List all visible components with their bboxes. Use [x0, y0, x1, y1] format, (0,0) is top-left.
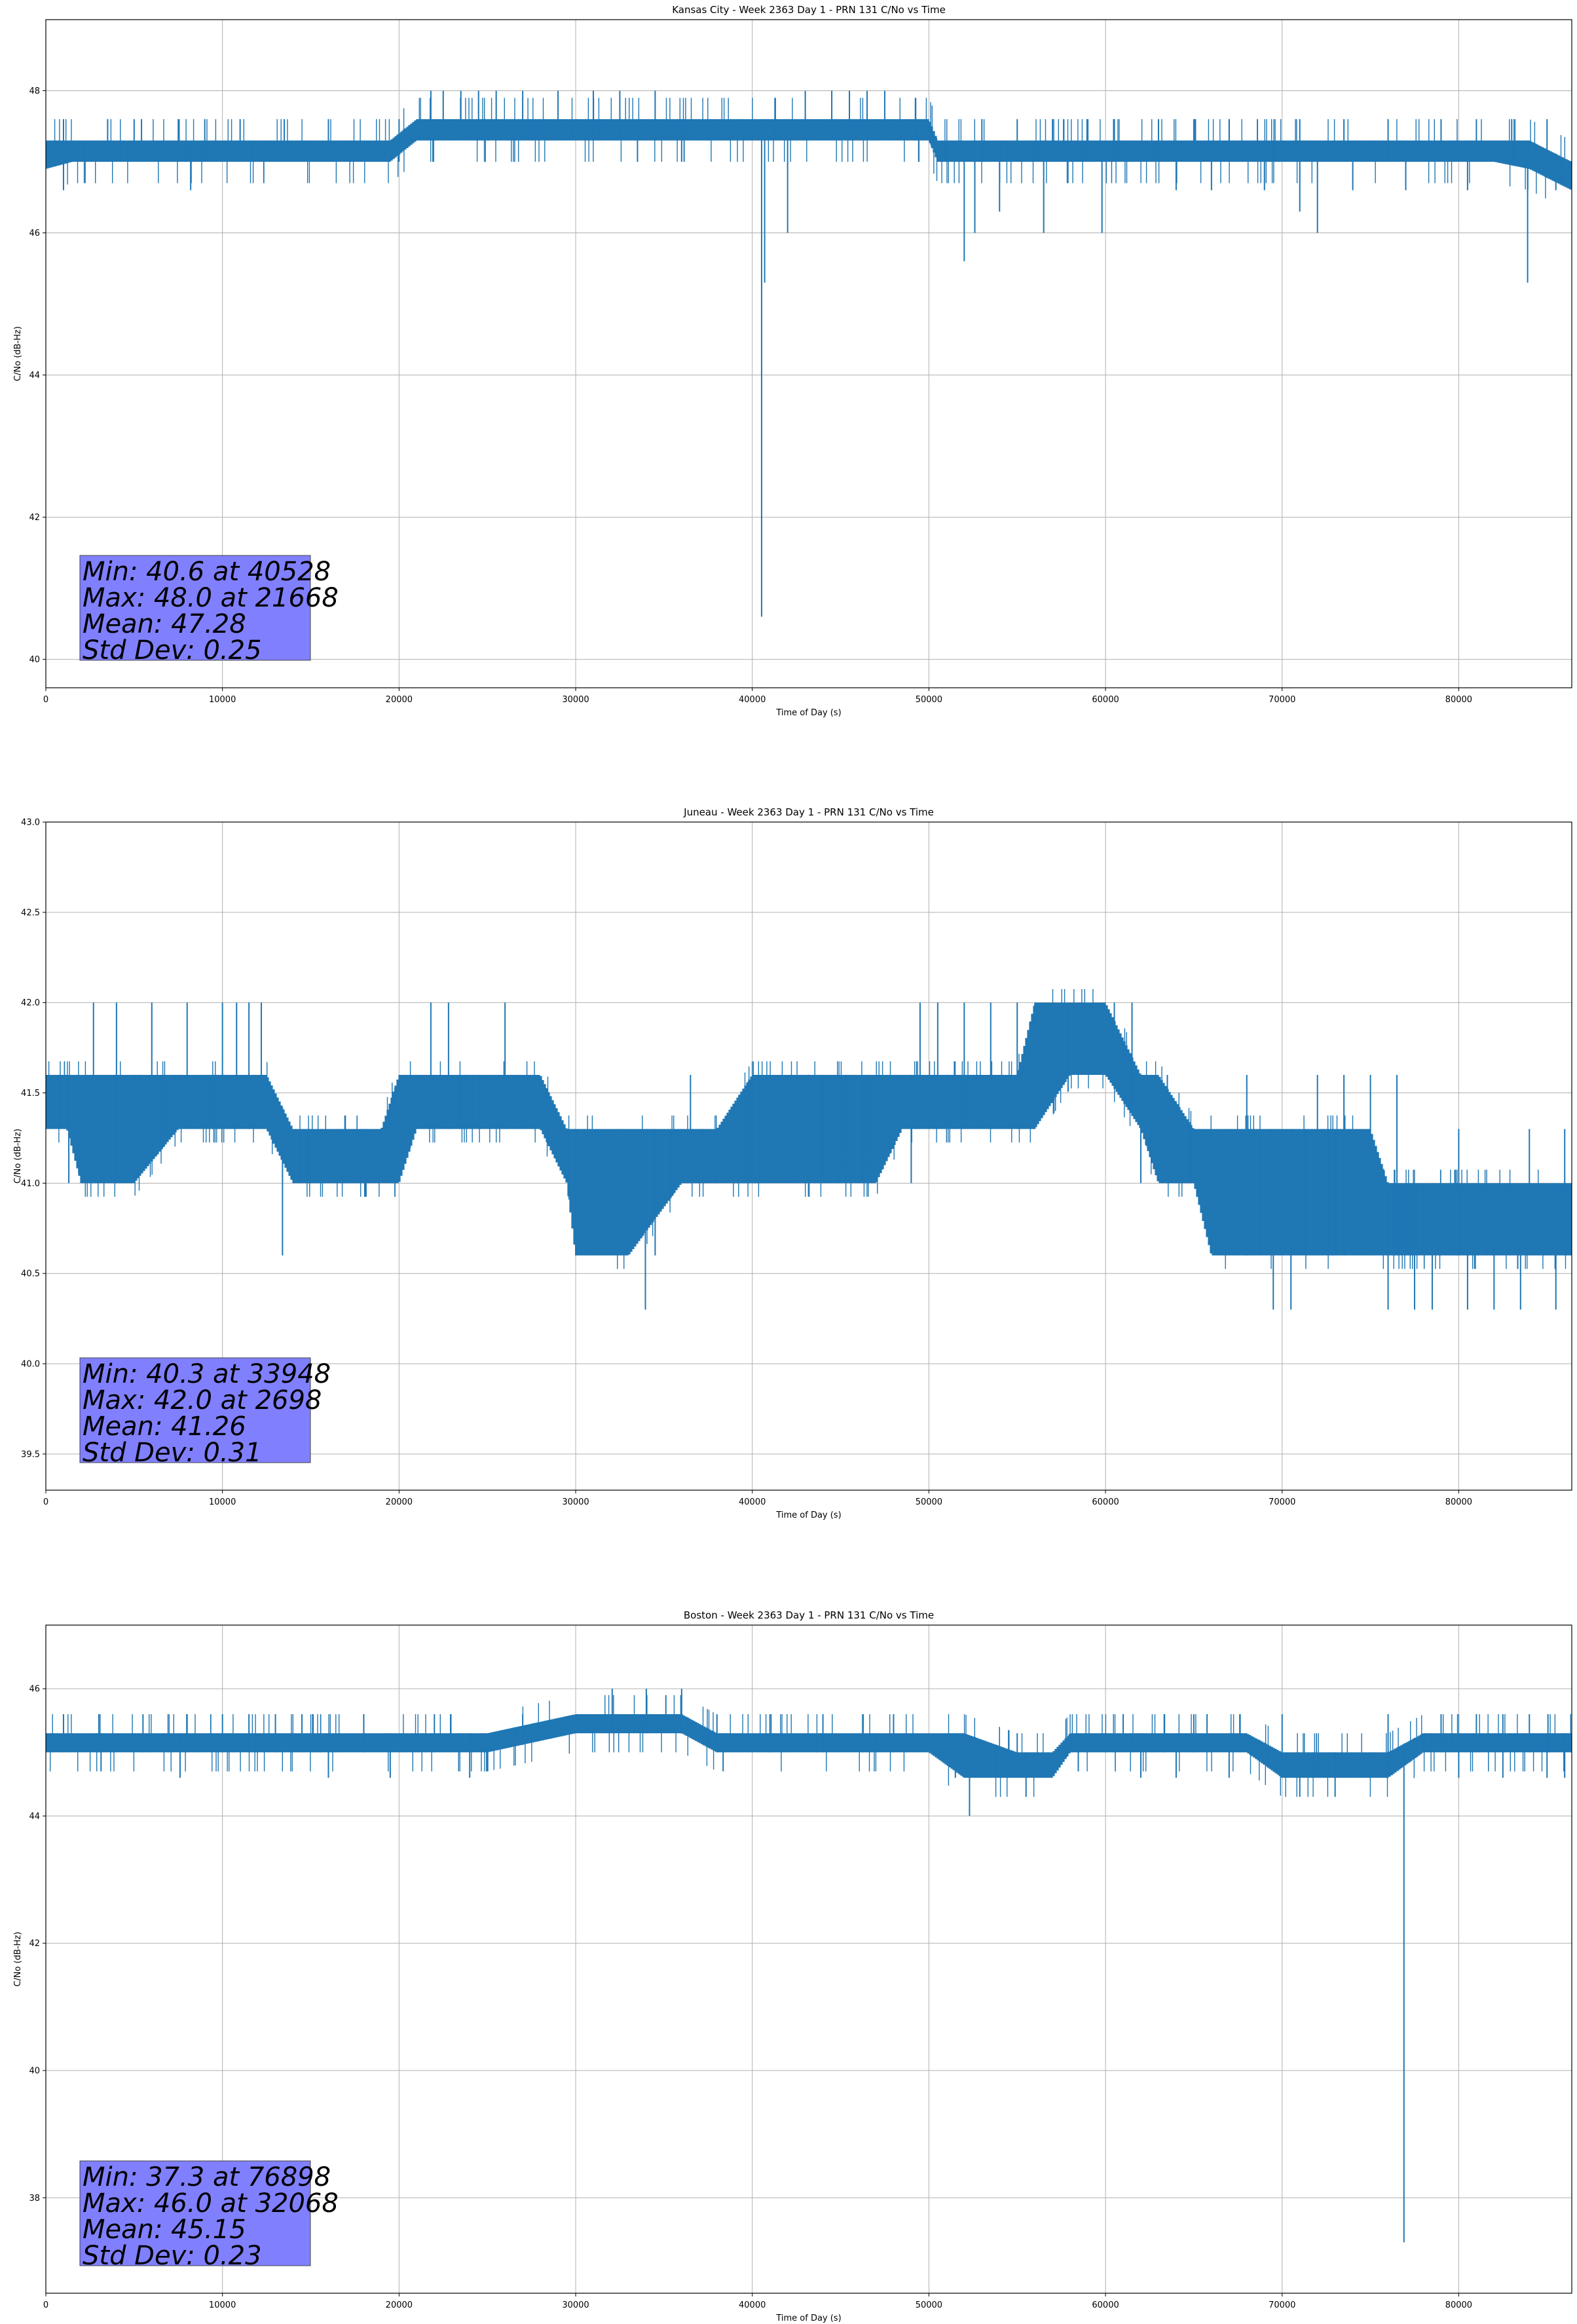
- axes-frame: [45, 821, 1572, 1491]
- y-axis-label: C/No (dB-Hz): [13, 1129, 23, 1184]
- stats-std: Std Dev: 0.31: [83, 1438, 262, 1468]
- x-tick-label: 40000: [739, 695, 766, 705]
- x-tick-label: 50000: [916, 695, 942, 705]
- axes-frame: [45, 1624, 1572, 2294]
- y-tick-label: 43.0: [21, 818, 40, 828]
- x-axis-label: Time of Day (s): [775, 708, 841, 718]
- data-series: [46, 1689, 1572, 2243]
- x-tick-label: 80000: [1445, 695, 1472, 705]
- stats-box: [79, 555, 311, 661]
- y-tick-label: 40.5: [21, 1269, 40, 1279]
- y-axis-label: C/No (dB-Hz): [13, 326, 23, 381]
- x-axis-label: Time of Day (s): [775, 2314, 841, 2323]
- x-tick-label: 70000: [1269, 2300, 1295, 2310]
- stats-min: Min: 40.6 at 40528: [83, 557, 331, 587]
- y-tick-label: 42: [29, 1939, 40, 1949]
- x-tick-label: 10000: [209, 2300, 236, 2310]
- chart-title: Juneau - Week 2363 Day 1 - PRN 131 C/No …: [683, 806, 934, 818]
- stats-max: Max: 42.0 at 2698: [83, 1385, 322, 1415]
- stats-min: Min: 37.3 at 76898: [83, 2162, 331, 2192]
- band-fill: [46, 119, 1572, 190]
- y-tick-label: 40: [29, 655, 40, 665]
- x-tick-label: 80000: [1445, 2300, 1472, 2310]
- stats-mean: Mean: 41.26: [83, 1412, 246, 1442]
- x-tick-label: 30000: [562, 695, 589, 705]
- y-tick-label: 39.5: [21, 1450, 40, 1459]
- x-tick-label: 50000: [916, 2300, 942, 2310]
- x-axis-label: Time of Day (s): [775, 1510, 841, 1520]
- x-tick-label: 20000: [386, 2300, 413, 2310]
- x-tick-label: 0: [43, 2300, 48, 2310]
- y-tick-label: 40: [29, 2067, 40, 2076]
- x-tick-label: 40000: [739, 1497, 766, 1507]
- y-tick-label: 41.0: [21, 1179, 40, 1189]
- chart-title: Boston - Week 2363 Day 1 - PRN 131 C/No …: [684, 1609, 934, 1621]
- chart-2: 0 10000 20000 30000 40000 50000 60000 70000 8000…: [13, 1609, 1572, 2323]
- x-tick-label: 20000: [386, 1497, 413, 1507]
- x-tick-label: 60000: [1092, 695, 1119, 705]
- stats-min: Min: 40.3 at 33948: [83, 1359, 331, 1389]
- y-tick-label: 46: [29, 229, 40, 238]
- x-tick-label: 50000: [916, 1497, 942, 1507]
- y-tick-label: 42: [29, 513, 40, 523]
- y-tick-label: 41.5: [21, 1089, 40, 1098]
- x-tick-label: 20000: [386, 695, 413, 705]
- x-tick-label: 10000: [209, 695, 236, 705]
- stats-box: [79, 1357, 311, 1463]
- stats-std: Std Dev: 0.23: [83, 2241, 262, 2271]
- chart-0: 0 10000 20000 30000 40000 50000 60000 70000 8000…: [13, 4, 1572, 718]
- stats-box: [79, 2160, 311, 2266]
- y-tick-label: 42.5: [21, 908, 40, 918]
- x-tick-label: 60000: [1092, 2300, 1119, 2310]
- stats-mean: Mean: 47.28: [83, 609, 246, 639]
- y-axis-label: C/No (dB-Hz): [13, 1932, 23, 1987]
- x-tick-label: 30000: [562, 1497, 589, 1507]
- x-tick-label: 40000: [739, 2300, 766, 2310]
- x-tick-label: 60000: [1092, 1497, 1119, 1507]
- data-series: [46, 90, 1572, 617]
- y-tick-label: 48: [29, 86, 40, 96]
- y-tick-label: 44: [29, 371, 40, 381]
- x-tick-label: 0: [43, 695, 48, 705]
- x-tick-label: 80000: [1445, 1497, 1472, 1507]
- data-series: [46, 989, 1572, 1310]
- x-tick-label: 70000: [1269, 1497, 1295, 1507]
- x-tick-label: 70000: [1269, 695, 1295, 705]
- x-tick-label: 0: [43, 1497, 48, 1507]
- y-tick-label: 40.0: [21, 1360, 40, 1370]
- y-tick-label: 38: [29, 2194, 40, 2203]
- y-tick-label: 42.0: [21, 998, 40, 1008]
- stats-max: Max: 46.0 at 32068: [83, 2188, 339, 2219]
- stats-max: Max: 48.0 at 21668: [83, 583, 339, 613]
- x-tick-label: 10000: [209, 1497, 236, 1507]
- band-jitter: [50, 1695, 1571, 1797]
- chart-1: 0 10000 20000 30000 40000 50000 60000 70000 8000…: [13, 806, 1572, 1520]
- chart-title: Kansas City - Week 2363 Day 1 - PRN 131 …: [672, 4, 946, 16]
- y-tick-label: 44: [29, 1812, 40, 1822]
- axes-frame: [45, 19, 1572, 688]
- x-tick-label: 30000: [562, 2300, 589, 2310]
- stats-mean: Mean: 45.15: [83, 2215, 246, 2245]
- y-tick-label: 46: [29, 1685, 40, 1695]
- stats-std: Std Dev: 0.25: [83, 635, 262, 665]
